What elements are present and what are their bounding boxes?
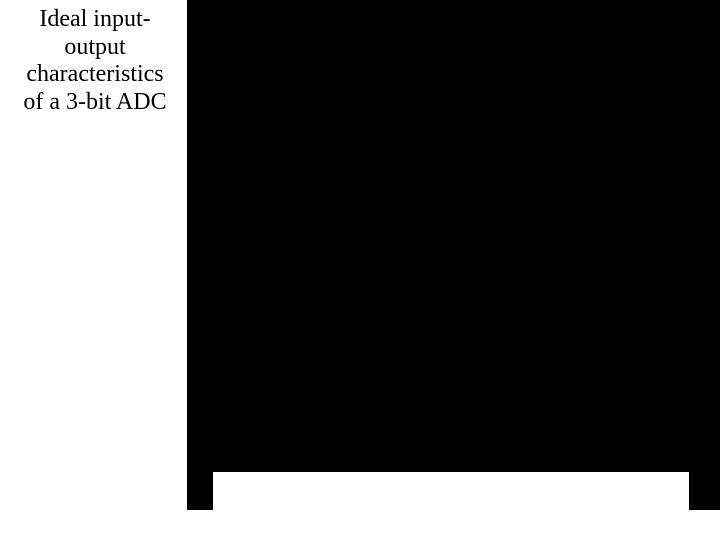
caption-line-2: output [64, 34, 125, 60]
figure-caption: Ideal input- output characteristics of a… [0, 6, 190, 116]
main-black-block [187, 0, 720, 510]
caption-line-4: of a 3-bit ADC [23, 89, 166, 115]
bottom-white-notch [213, 472, 689, 510]
caption-line-3: characteristics [26, 61, 163, 87]
stage: Ideal input- output characteristics of a… [0, 0, 720, 540]
caption-line-1: Ideal input- [39, 6, 150, 32]
